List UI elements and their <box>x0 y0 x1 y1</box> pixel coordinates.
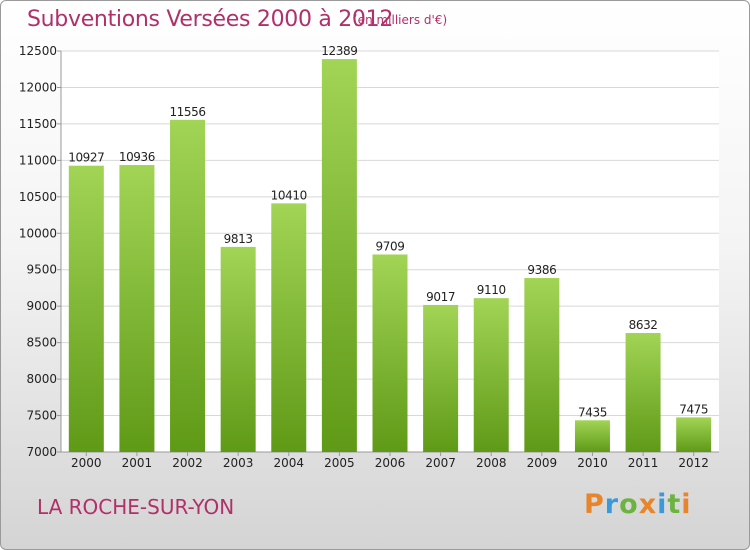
logo-letter: i <box>657 489 668 520</box>
y-tick-label: 12500 <box>19 44 57 58</box>
data-label: 10936 <box>119 150 155 164</box>
x-tick-label: 2003 <box>223 456 254 470</box>
y-tick-label: 9000 <box>26 299 57 313</box>
bar <box>372 254 408 452</box>
x-tick-label: 2002 <box>172 456 203 470</box>
data-label: 10410 <box>271 188 307 202</box>
bar <box>119 165 155 452</box>
x-tick-label: 2001 <box>122 456 153 470</box>
x-tick-label: 2005 <box>324 456 355 470</box>
x-tick-label: 2006 <box>375 456 406 470</box>
bar <box>676 417 712 452</box>
y-tick-label: 7000 <box>26 445 57 459</box>
bar <box>321 59 357 453</box>
logo-letter: i <box>681 489 692 520</box>
bar <box>625 333 661 452</box>
bar <box>220 246 256 452</box>
data-label: 9386 <box>527 263 556 277</box>
data-label: 10927 <box>68 151 104 165</box>
x-tick-label: 2011 <box>628 456 659 470</box>
x-tick-label: 2007 <box>425 456 456 470</box>
data-label: 9017 <box>426 290 455 304</box>
y-tick-label: 8000 <box>26 372 57 386</box>
data-label: 12389 <box>321 44 357 58</box>
x-tick-label: 2009 <box>527 456 558 470</box>
data-label: 9110 <box>477 283 506 297</box>
x-tick-label: 2012 <box>678 456 709 470</box>
bar <box>170 119 206 453</box>
y-tick-label: 11000 <box>19 153 57 167</box>
logo-letter: x <box>638 489 658 520</box>
bar <box>524 278 560 452</box>
data-label: 8632 <box>629 318 658 332</box>
city-name: LA ROCHE-SUR-YON <box>37 495 235 519</box>
data-label: 11556 <box>169 105 205 119</box>
x-tick-label: 2008 <box>476 456 507 470</box>
data-label: 9709 <box>376 239 405 253</box>
x-tick-label: 2010 <box>577 456 608 470</box>
bar <box>574 420 610 452</box>
y-tick-label: 10500 <box>19 190 57 204</box>
y-tick-label: 7500 <box>26 409 57 423</box>
logo-letter: r <box>604 489 620 520</box>
x-tick-label: 2000 <box>71 456 102 470</box>
x-tick-label: 2004 <box>273 456 304 470</box>
data-label: 7475 <box>679 402 708 416</box>
y-tick-label: 8500 <box>26 336 57 350</box>
y-tick-label: 11500 <box>19 117 57 131</box>
bar <box>473 298 509 452</box>
chart-title: Subventions Versées 2000 à 2012 <box>27 7 394 32</box>
data-label: 7435 <box>578 405 607 419</box>
chart-subtitle: (en milliers d'€) <box>353 13 448 27</box>
bar <box>68 165 104 452</box>
y-tick-label: 10000 <box>19 226 57 240</box>
y-tick-label: 9500 <box>26 263 57 277</box>
bar <box>271 203 307 452</box>
proxiti-logo[interactable]: Proxiti <box>584 489 692 520</box>
logo-letter: o <box>619 489 639 520</box>
logo-letter: t <box>667 489 682 520</box>
data-label: 9813 <box>224 232 253 246</box>
bar <box>423 304 459 452</box>
y-tick-label: 12000 <box>19 80 57 94</box>
logo-letter: P <box>584 489 605 520</box>
